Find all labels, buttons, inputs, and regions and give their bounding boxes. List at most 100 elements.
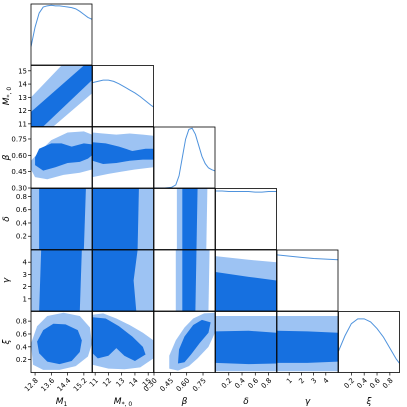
panel-frame [30,249,93,312]
contour-inner-M_1-M_*,0 [31,65,92,127]
contour-panel-delta-vs-xi [215,311,277,373]
x-tick-label-M_1: 15.2 [72,377,89,394]
x-axis-label-delta: δ [243,397,249,407]
density-line-M_1 [31,4,92,47]
y-tick-label-beta: 0.30 [11,185,27,193]
y-tick-label-delta: 0.2 [16,233,27,241]
diag-panel-xi [338,311,400,373]
density-line-gamma [277,254,338,261]
y-tick-label-xi: 0.4 [16,343,28,351]
contour-panel-M_*,0-vs-beta [92,126,154,189]
x-tick-label-M_*,0: 11 [88,377,100,389]
contour-panel-M_*,0-vs-xi [92,311,154,373]
x-tick-label-M_*,0: 15 [141,377,153,389]
diag-panel-delta [215,188,277,250]
y-tick-label-gamma: 4 [23,259,28,267]
panel-frame [92,311,154,373]
panel-frame [92,65,154,127]
density-line-xi [338,318,400,364]
panel-frame [92,188,154,250]
x-tick-label-gamma: 3 [310,377,319,386]
contour-panel-M_1-vs-M_*,0 [30,65,93,127]
contour-panel-M_1-vs-delta [30,188,93,250]
x-tick-label-delta: 0.6 [247,376,261,390]
contour-inner-gamma-xi [277,330,338,363]
contour-inner-M_1-xi [37,323,82,365]
y-axis-label-M_*,0: M*, 0 [2,87,13,106]
x-tick-label-delta: 0.4 [233,376,247,390]
contour-panel-M_*,0-vs-gamma [92,249,154,312]
density-line-delta [215,190,277,193]
x-axis-label-beta: β [181,397,188,407]
diag-panel-M_*,0 [92,65,154,127]
panel-frame [30,188,93,250]
panel-frame [215,188,277,250]
panel-frame [276,311,339,373]
contour-panel-delta-vs-gamma [215,249,277,312]
panel-frame [215,249,277,312]
contour-inner-delta-xi [215,330,277,365]
contour-panel-gamma-vs-xi [276,311,339,373]
x-tick-label-beta: 0.75 [191,377,208,394]
x-tick-label-delta: 0.2 [220,377,234,391]
x-tick-label-M_1: 13.6 [39,376,56,393]
contour-inner-M_*,0-gamma [92,250,138,311]
contour-inner-M_1-beta [35,143,92,171]
contour-inner-delta-gamma [215,271,277,311]
y-tick-label-delta: 0.4 [16,219,28,227]
diag-panel-beta [153,126,216,189]
x-tick-label-M_*,0: 13 [115,377,127,389]
x-tick-label-xi: 0.4 [355,376,369,390]
x-tick-label-xi: 0.8 [381,377,395,391]
panel-frame [153,311,216,373]
y-axis-label-xi: ξ [2,339,12,346]
panel-frame [153,126,216,189]
y-tick-label-xi: 0.6 [16,330,28,338]
contour-panel-M_1-vs-beta [30,126,93,189]
y-tick-label-M_*,0: 13 [18,94,27,102]
diag-panel-M_1 [30,3,93,66]
y-tick-label-xi: 0.2 [16,356,27,364]
x-tick-label-delta: 0.8 [260,377,274,391]
y-tick-label-beta: 0.45 [11,168,27,176]
y-axis-label-delta: δ [2,216,12,222]
contour-panel-beta-vs-gamma [153,249,216,312]
contour-panel-beta-vs-delta [153,188,216,250]
y-tick-label-gamma: 2 [23,283,27,291]
x-axis-label-xi: ξ [365,397,372,407]
contour-inner-M_*,0-xi [92,317,146,361]
panel-frame [338,311,400,373]
y-tick-label-M_*,0: 12 [18,107,27,115]
x-tick-label-gamma: 4 [322,376,331,385]
panel-frame [30,3,93,66]
y-tick-label-beta: 0.60 [11,152,27,160]
x-tick-label-gamma: 1 [285,377,294,386]
x-tick-label-xi: 0.2 [343,377,357,391]
contour-inner-beta-delta [182,188,198,250]
panel-frame [153,188,216,250]
y-tick-label-M_*,0: 15 [18,67,27,75]
x-tick-label-xi: 0.6 [368,376,382,390]
x-tick-label-M_*,0: 14 [128,376,140,388]
contour-inner-M_1-gamma [39,250,82,311]
contour-panel-M_1-vs-xi [30,311,93,373]
x-tick-label-M_*,0: 12 [101,377,113,389]
panel-frame [153,249,216,312]
x-axis-label-M_1: M1 [56,397,68,407]
x-axis-label-gamma: γ [305,397,311,407]
x-tick-label-beta: 0.60 [175,377,192,394]
contour-inner-beta-gamma [182,250,197,311]
y-tick-label-gamma: 3 [23,271,27,279]
panel-frame [92,249,154,312]
x-tick-label-gamma: 2 [297,377,306,386]
x-axis-label-M_*,0: M*, 0 [114,397,133,407]
diag-panel-gamma [276,249,339,312]
y-tick-label-xi: 0.8 [16,318,27,326]
contour-inner-M_*,0-delta [92,188,139,250]
contour-panel-M_*,0-vs-delta [92,188,154,250]
panel-frame [276,249,339,312]
y-axis-label-gamma: γ [2,277,12,283]
panel-frame [30,311,93,373]
y-tick-label-delta: 0.8 [16,193,27,201]
